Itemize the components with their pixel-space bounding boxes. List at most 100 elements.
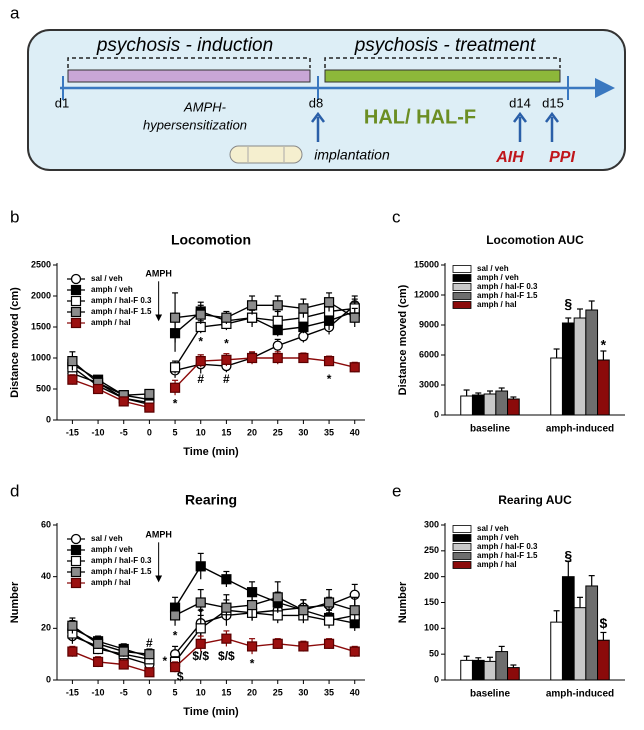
legend-swatch (452, 274, 472, 282)
chart-title: Rearing AUC (498, 493, 572, 507)
event-arrows (316, 117, 554, 142)
x-tick-label: -5 (120, 427, 128, 437)
panel-label: c (392, 207, 401, 226)
test-label: AIH (495, 149, 524, 166)
bar (483, 660, 497, 681)
x-tick-label: -10 (92, 687, 105, 697)
annotation: * (173, 628, 178, 642)
marker (144, 649, 155, 660)
legend-swatch (452, 543, 472, 551)
annotation: * (198, 335, 203, 349)
annotation: # (223, 372, 230, 386)
treatment-bar (324, 69, 561, 83)
y-tick-label: 100 (424, 623, 439, 633)
annotation: $ (177, 670, 184, 684)
marker (272, 300, 283, 311)
panel-label: a (10, 3, 20, 22)
y-tick-label: 2000 (31, 290, 51, 300)
annotation: § (564, 548, 572, 564)
phase-label: psychosis - induction (96, 35, 273, 56)
legend-label: amph / hal-F 1.5 (477, 551, 538, 560)
bar (573, 317, 587, 416)
y-tick-label: 60 (41, 519, 51, 529)
marker (92, 638, 104, 649)
implant-label: implantation (314, 147, 390, 163)
marker (67, 356, 78, 367)
induction-label: hypersensitization (143, 117, 247, 132)
bar (507, 398, 520, 416)
day-label: d1 (55, 95, 69, 110)
marker (144, 388, 155, 400)
x-axis-label: Time (min) (183, 706, 239, 718)
x-tick-label: 5 (173, 427, 178, 437)
y-tick-label: 0 (46, 674, 51, 684)
marker (221, 312, 232, 323)
day-label: d8 (309, 95, 323, 110)
marker (195, 638, 206, 649)
y-tick-label: 300 (424, 519, 439, 529)
marker (67, 374, 78, 385)
marker (323, 597, 335, 608)
marker (67, 646, 78, 657)
legend-label: amph / veh (91, 545, 133, 554)
y-tick-label: 500 (36, 383, 51, 393)
brackets (67, 57, 561, 68)
induction-label: AMPH- (183, 99, 227, 114)
bar (483, 393, 497, 416)
x-tick-label: 25 (273, 687, 283, 697)
bar (573, 607, 587, 681)
bar (495, 390, 509, 416)
annotation: * (173, 397, 178, 411)
chart-title: Rearing (185, 492, 237, 508)
marker (169, 661, 181, 673)
legend-label: amph / hal-F 1.5 (91, 567, 152, 576)
y-axis-label: Number (9, 581, 21, 623)
marker (169, 610, 181, 621)
bar (471, 394, 485, 416)
marker (70, 577, 82, 589)
annotation: AMPH (145, 530, 172, 540)
marker (298, 641, 309, 652)
annotation: * (162, 654, 167, 668)
x-tick-label: -5 (120, 687, 128, 697)
panel-label: d (10, 481, 19, 500)
legend-label: amph / veh (477, 533, 519, 542)
marker (272, 315, 283, 326)
marker (195, 309, 206, 320)
bar (471, 659, 485, 681)
x-tick-label: 20 (247, 687, 257, 697)
y-tick-label: 0 (434, 674, 439, 684)
marker (323, 356, 335, 367)
marker (349, 605, 360, 616)
bar (561, 576, 575, 681)
x-tick-label: 35 (324, 687, 334, 697)
y-tick-label: 12000 (414, 289, 439, 299)
x-tick-label: -15 (66, 427, 79, 437)
annotation: § (564, 296, 572, 312)
annotation: $/$ (218, 649, 235, 663)
y-tick-label: 250 (424, 545, 439, 555)
marker (221, 633, 232, 644)
y-axis-label: Distance moved (cm) (397, 284, 409, 395)
marker (298, 605, 309, 616)
phase-label: psychosis - treatment (354, 35, 536, 56)
marker (118, 659, 129, 670)
x-tick-label: baseline (470, 689, 510, 700)
bar (507, 667, 520, 681)
bar (585, 309, 599, 416)
marker (118, 396, 129, 407)
legend-label: amph / hal (477, 560, 517, 569)
x-tick-label: amph-induced (546, 689, 614, 700)
marker (70, 273, 82, 285)
x-axis-label: Time (min) (183, 446, 239, 458)
legend-label: amph / hal-F 0.3 (477, 282, 538, 291)
pill-icon (229, 145, 303, 164)
series-line (72, 609, 355, 663)
x-tick-label: baseline (470, 424, 510, 435)
chart-title: Locomotion (171, 232, 251, 248)
y-tick-label: 6000 (419, 349, 439, 359)
marker (169, 312, 181, 323)
legend-label: amph / hal-F 0.3 (91, 556, 152, 565)
timeline-box (27, 29, 626, 171)
